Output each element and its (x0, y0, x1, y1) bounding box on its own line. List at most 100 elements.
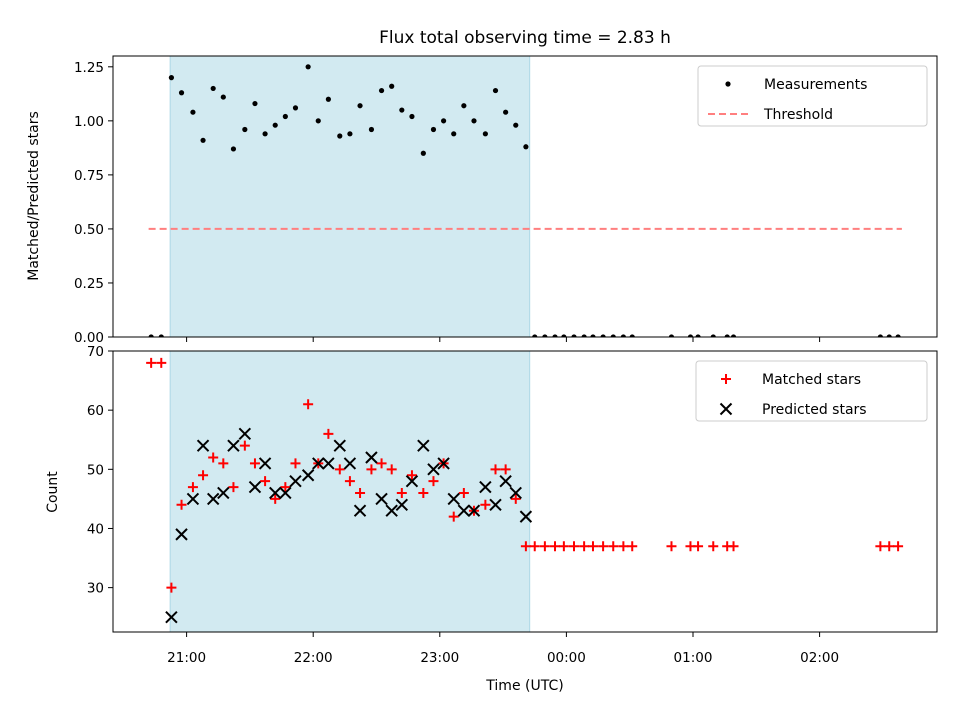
bottom-series-0-point-glyph (520, 541, 531, 552)
bottom-series-0-point-glyph (598, 541, 609, 552)
bottom-series-1-point-glyph (269, 486, 282, 500)
bottom-series-1-point (269, 486, 282, 500)
bottom-x-tick-label: 23:00 (420, 650, 459, 666)
bottom-series-1-point-glyph (437, 457, 450, 470)
bottom-series-0-point (558, 541, 569, 552)
bottom-series-0-point-glyph (260, 476, 271, 487)
bottom-shaded-span (169, 350, 531, 633)
bottom-series-0-point (510, 493, 521, 504)
bottom-series-0-point-glyph (303, 399, 314, 410)
top-series-0-point (272, 122, 278, 128)
top-series-0-point (178, 90, 185, 96)
bottom-x-tick-label: 21:00 (167, 650, 206, 666)
bottom-series-0-point-glyph (480, 499, 491, 510)
bottom-series-0-point (458, 487, 469, 498)
bottom-series-1-point (365, 451, 378, 464)
bottom-series-0-point-glyph (166, 582, 177, 593)
top-series-0-point (451, 131, 457, 137)
bottom-series-1-point (353, 504, 367, 517)
bottom-series-0-point-glyph (396, 487, 407, 498)
top-series-0-point (513, 122, 519, 128)
top-y-tick-label: 0.25 (74, 276, 104, 292)
top-series-0 (148, 64, 901, 337)
bottom-series-0-point-glyph (627, 541, 638, 552)
bottom-y-tick-label: 60 (87, 403, 104, 419)
bottom-series-0-point-glyph (608, 541, 619, 552)
top-y-tick-label: 1.25 (74, 60, 104, 76)
bottom-series-0-point-glyph (218, 458, 229, 469)
bottom-series-0-point (708, 541, 719, 552)
bottom-series-0-point (166, 582, 177, 593)
top-series-0-point (687, 334, 694, 337)
bottom-series-1-point (509, 486, 522, 500)
bottom-series-0-point-glyph (239, 440, 250, 451)
bottom-series-0-point-glyph (510, 493, 521, 504)
bottom-series-0-point-glyph (550, 541, 561, 552)
top-series-0-point (552, 334, 558, 337)
bottom-series-1-point (289, 474, 302, 488)
bottom-series-1-point-glyph (343, 457, 357, 470)
top-y-tick-label: 0.50 (74, 222, 104, 238)
bottom-series-0-point-glyph (884, 541, 895, 552)
bottom-series-0-point (875, 541, 886, 552)
bottom-series-1-point (301, 469, 315, 482)
bottom-series-0-point-glyph (198, 470, 209, 481)
bottom-series-0-point-glyph (344, 476, 355, 487)
bottom-legend-entry-0-swatch (721, 374, 731, 384)
bottom-series-0-point-glyph (693, 541, 704, 552)
top-series-0-point (242, 126, 248, 133)
bottom-series-1-point-glyph (417, 439, 430, 452)
top-series-0-point (523, 144, 529, 150)
top-legend: Measurements Threshold (697, 65, 928, 127)
bottom-series-0-point-glyph (176, 499, 187, 510)
top-y-tick-label: 1.00 (74, 114, 104, 130)
bottom-series-0-point-glyph (893, 541, 904, 552)
top-legend-entry-0-swatch (725, 81, 731, 87)
top-series-0-point (724, 334, 730, 337)
top-y-tick-label: 0.75 (74, 168, 104, 184)
bottom-series-1-point-glyph (519, 510, 533, 523)
top-series-0-point (561, 334, 567, 337)
bottom-series-0-point (608, 541, 619, 552)
top-series-0-point (430, 126, 437, 133)
top-series-0-point (190, 109, 196, 115)
bottom-series-0-point (448, 511, 459, 522)
bottom-series-0-point-glyph (875, 541, 886, 552)
bottom-series-1-point (206, 492, 220, 506)
bottom-series-0-point (386, 464, 397, 475)
bottom-legend: Matched stars Predicted stars (695, 360, 928, 422)
bottom-series-0-point-glyph (579, 541, 590, 552)
bottom-series-0-point (270, 493, 281, 504)
bottom-series-0-point-glyph (156, 357, 167, 368)
top-series-0-point (886, 334, 892, 337)
bottom-series-0-point-glyph (666, 541, 677, 552)
top-legend-entry-0-label: Measurements (764, 77, 867, 93)
bottom-panel: 30 40 50 60 70 21:00 22:00 23:00 00:00 01:00 02:00… (87, 344, 938, 666)
bottom-series-1-point-glyph (206, 492, 220, 506)
top-series-0-point (610, 334, 616, 337)
bottom-x-tick-label: 01:00 (674, 650, 713, 666)
bottom-series-0-point (260, 476, 271, 487)
bottom-series-1-point (227, 439, 240, 452)
top-y-tick-label: 0.00 (74, 330, 104, 346)
top-series-0-point (730, 334, 737, 337)
top-series-0-point (668, 334, 675, 337)
top-series-0-point (262, 131, 268, 137)
bottom-series-0-point-glyph (539, 541, 550, 552)
bottom-series-1-point-glyph (353, 504, 367, 517)
top-series-0-point (368, 126, 375, 133)
bottom-series-1-point (519, 510, 533, 523)
bottom-series-0-point-glyph (280, 482, 291, 493)
bottom-series-1-point (186, 492, 200, 506)
bottom-series-0-point (323, 428, 334, 439)
bottom-series-0-point-glyph (558, 541, 569, 552)
bottom-series-0-point (290, 458, 301, 469)
bottom-series-0-point-glyph (448, 511, 459, 522)
bottom-series-0-point-glyph (228, 482, 239, 493)
bottom-series-1-point-glyph (279, 486, 292, 500)
bottom-series-0 (146, 357, 904, 593)
top-series-0-point (471, 118, 477, 124)
bottom-series-1-point (217, 486, 230, 500)
bottom-series-1-point-glyph (217, 486, 230, 500)
